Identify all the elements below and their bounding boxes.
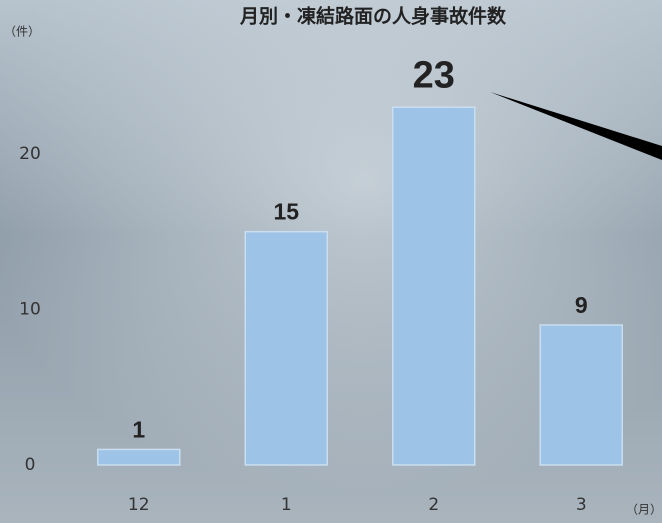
bar	[97, 448, 181, 466]
x-tick-label: 2	[428, 495, 439, 515]
y-tick-label: 20	[19, 144, 41, 164]
bar	[244, 230, 328, 466]
bar	[539, 324, 623, 466]
x-axis-unit: （月）	[626, 503, 662, 517]
value-label: 1	[132, 417, 145, 443]
bar	[392, 106, 476, 466]
y-tick-label: 10	[19, 299, 41, 319]
x-tick-label: 12	[128, 495, 150, 515]
chart-title: 月別・凍結路面の人身事故件数	[239, 5, 507, 28]
x-tick-label: 3	[576, 495, 587, 515]
pointer-arrow	[490, 92, 662, 160]
value-label: 23	[413, 54, 455, 96]
y-axis-unit: （件）	[4, 25, 40, 39]
value-label: 15	[273, 199, 299, 225]
value-label: 9	[575, 292, 588, 318]
y-tick-label: 0	[25, 455, 36, 475]
x-tick-label: 1	[281, 495, 292, 515]
